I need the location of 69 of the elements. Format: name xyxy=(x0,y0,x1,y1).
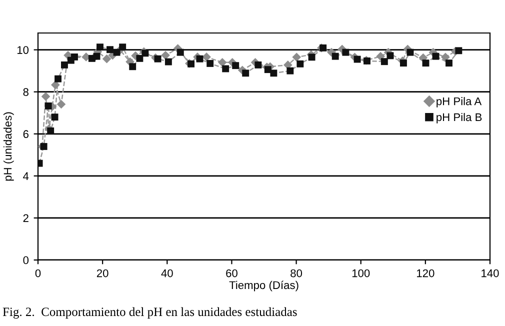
point xyxy=(51,114,58,121)
x-tick-label: 40 xyxy=(161,269,173,278)
point xyxy=(320,44,327,52)
caption: Fig. 2. Comportamiento del pH en las unidades estudiadas xyxy=(2,307,297,319)
point xyxy=(254,61,262,68)
point xyxy=(196,55,204,62)
point xyxy=(232,62,240,70)
point xyxy=(154,55,162,62)
x-tick-label: 100 xyxy=(352,269,370,278)
x-axis-title: Tiempo (Días) xyxy=(229,280,298,292)
point xyxy=(102,54,112,64)
point xyxy=(455,47,462,54)
point xyxy=(446,60,452,67)
y-axis-title: pH (unidades) xyxy=(3,112,14,181)
point xyxy=(441,52,450,62)
point xyxy=(93,52,100,60)
point xyxy=(161,50,170,60)
point xyxy=(406,48,414,56)
point xyxy=(176,48,184,56)
point xyxy=(380,58,388,66)
y-tick-label: 10 xyxy=(17,46,29,54)
x-tick-label: 120 xyxy=(417,269,434,278)
point xyxy=(136,54,144,62)
point xyxy=(422,60,430,67)
point xyxy=(332,52,339,60)
y-tick-label: 2 xyxy=(23,214,28,222)
point xyxy=(342,48,350,56)
x-tick-label: 140 xyxy=(482,269,499,278)
point xyxy=(164,58,172,66)
x-tick-label: 60 xyxy=(226,269,238,278)
point xyxy=(113,48,120,56)
point xyxy=(119,44,126,51)
x-tick-label: 20 xyxy=(96,269,108,278)
point xyxy=(44,102,52,110)
point xyxy=(376,52,385,61)
point xyxy=(386,52,394,60)
point xyxy=(188,60,195,68)
legend-label: pH Pila B xyxy=(436,112,482,124)
y-tick-label: 4 xyxy=(23,172,29,180)
y-tick-label: 8 xyxy=(23,88,28,96)
point xyxy=(222,65,230,72)
point xyxy=(129,63,136,70)
y-tick-label: 0 xyxy=(23,256,29,264)
point xyxy=(308,54,316,61)
point xyxy=(142,50,149,57)
point xyxy=(51,80,60,90)
point xyxy=(242,70,250,77)
point xyxy=(218,58,227,67)
point xyxy=(292,52,302,62)
point xyxy=(283,60,292,70)
point xyxy=(296,60,304,68)
x-tick-label: 0 xyxy=(35,269,41,278)
point xyxy=(54,75,62,82)
point xyxy=(354,56,361,63)
point xyxy=(400,60,407,67)
point xyxy=(206,60,214,67)
x-tick-label: 80 xyxy=(290,269,302,278)
point xyxy=(71,53,78,60)
point xyxy=(56,100,66,109)
point xyxy=(41,92,50,101)
point xyxy=(96,44,104,51)
point xyxy=(61,61,68,68)
y-tick-label: 6 xyxy=(23,130,28,138)
point xyxy=(270,70,278,77)
legend-label: pH Pila A xyxy=(436,97,482,108)
point xyxy=(286,67,294,74)
point xyxy=(47,127,54,134)
point xyxy=(432,52,440,60)
point xyxy=(106,46,114,54)
